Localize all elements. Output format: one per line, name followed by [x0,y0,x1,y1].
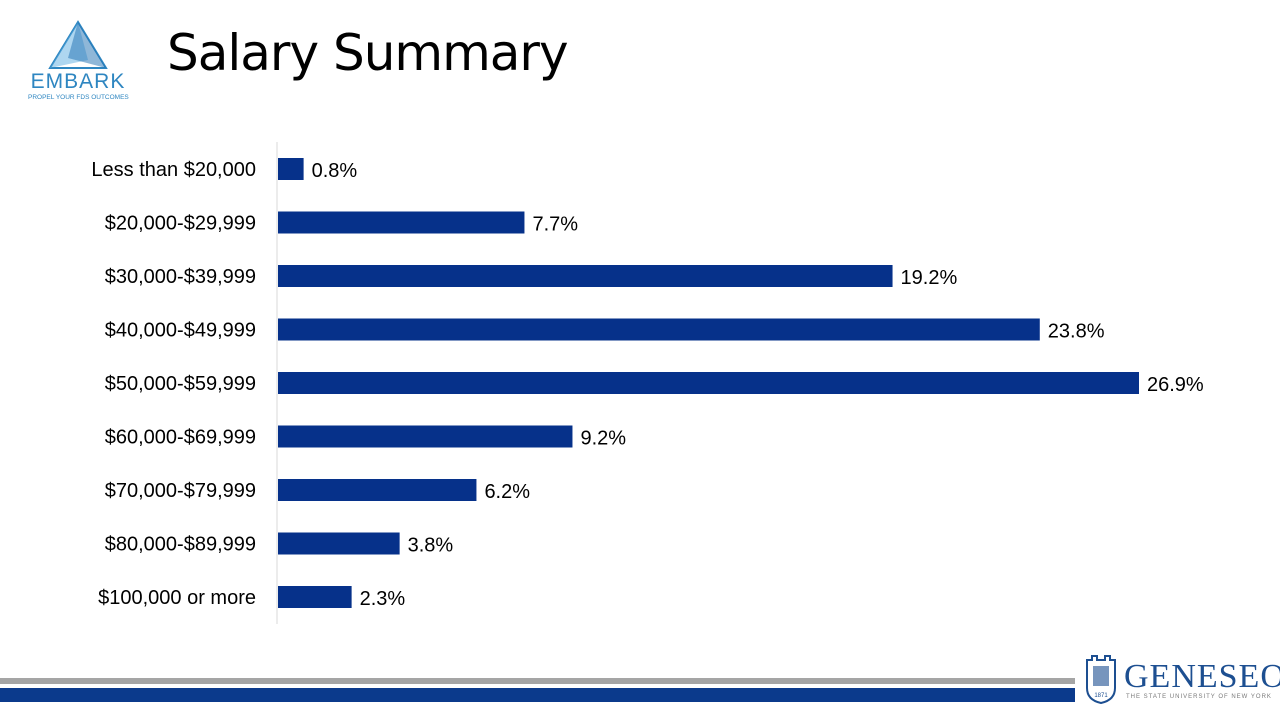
embark-tagline: PROPEL YOUR FDS OUTCOMES [28,94,129,101]
data-label: 3.8% [408,535,454,557]
category-label: $100,000 or more [98,587,256,609]
data-label: 26.9% [1147,374,1204,396]
data-label: 23.8% [1048,321,1105,343]
bar [278,211,525,234]
category-label: $80,000-$89,999 [105,534,256,556]
footer-blue-stripe [0,688,1075,702]
data-label: 2.3% [360,588,406,610]
data-label: 0.8% [312,160,358,182]
embark-wordmark: EMBARK [30,70,126,93]
bar [278,479,477,501]
page-title: Salary Summary [167,24,569,82]
category-label: $50,000-$59,999 [105,373,256,395]
data-label: 6.2% [484,481,530,503]
bar [278,532,400,555]
footer-gray-stripe [0,678,1075,684]
data-label: 7.7% [532,214,578,236]
data-label: 19.2% [901,267,958,289]
embark-logo: EMBARK PROPEL YOUR FDS OUTCOMES [28,20,129,104]
category-label: $60,000-$69,999 [105,427,256,449]
geneseo-subtitle: THE STATE UNIVERSITY OF NEW YORK [1126,694,1272,700]
category-label: $70,000-$79,999 [105,480,256,502]
geneseo-seal-icon: 1871 [1086,655,1116,705]
bar [278,372,1139,394]
category-label: Less than $20,000 [91,159,256,181]
bar [278,158,304,180]
category-label: $40,000-$49,999 [105,320,256,342]
seal-year: 1871 [1094,693,1108,699]
bar [278,425,573,448]
category-label: $30,000-$39,999 [105,266,256,288]
category-label: $20,000-$29,999 [105,213,256,235]
salary-bar-chart: Less than $20,000 0.8% $20,000-$29,999 7.7%… [91,142,1204,624]
bar [278,265,893,287]
embark-triangle-icon [48,20,108,69]
geneseo-wordmark: GENESEO [1124,658,1280,695]
bar [278,586,352,608]
data-label: 9.2% [580,428,626,450]
geneseo-logo: 1871 GENESEO THE STATE UNIVERSITY OF NEW… [1084,654,1280,705]
bar [278,318,1040,341]
